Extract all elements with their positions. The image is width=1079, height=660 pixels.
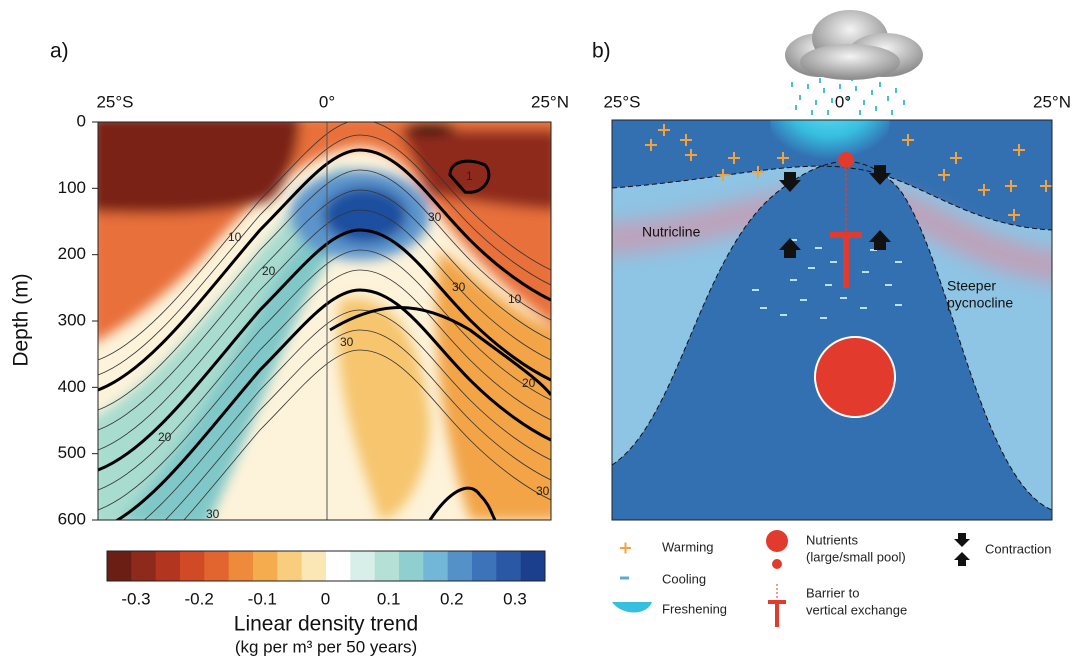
colorbar-cell (253, 551, 278, 581)
schematic (612, 120, 1052, 520)
nutricline-label: Nutricline (642, 224, 701, 240)
legend-label: vertical exchange (806, 602, 907, 617)
heatmap (98, 122, 551, 520)
colorbar-tick-label: 0.2 (440, 589, 464, 608)
colorbar-cell (301, 551, 327, 581)
y-tick-label: 100 (58, 178, 86, 197)
contour-label: 30 (536, 484, 550, 498)
colorbar-cell (472, 551, 497, 581)
x-tick-label: 25°S (603, 92, 640, 111)
colorbar-frame (106, 550, 546, 582)
legend-label: Barrier to (806, 585, 859, 600)
colorbar-cell (155, 551, 181, 581)
colorbar-cell (496, 551, 522, 581)
contour-label: 30 (452, 280, 466, 294)
pycnocline-label: pycnocline (947, 295, 1013, 311)
colorbar-cell (131, 551, 157, 581)
contour-label: 10 (228, 230, 242, 244)
contour-label: 20 (522, 376, 536, 390)
colorbar-cell (107, 551, 132, 581)
colorbar-cell (326, 551, 351, 581)
contour-label: 1 (466, 169, 473, 183)
colorbar-cell (520, 551, 546, 581)
legend-label: Nutrients (806, 532, 859, 547)
colorbar-cell (374, 551, 400, 581)
colorbar-tick-label: -0.1 (248, 589, 277, 608)
colorbar-cell (180, 551, 205, 581)
legend-label: Cooling (662, 571, 706, 586)
pycnocline-label: Steeper (947, 278, 996, 294)
x-tick-label: 0° (835, 92, 851, 111)
plot-frame (611, 119, 1053, 521)
contour-label: 20 (262, 264, 276, 278)
y-tick-label: 600 (58, 509, 86, 528)
y-tick-label: 400 (58, 377, 86, 396)
colorbar-tick-label: 0.1 (377, 589, 401, 608)
y-tick-label: 0 (77, 111, 86, 130)
colorbar-cell (228, 551, 254, 581)
contour-label: 30 (206, 507, 220, 521)
colorbar-title: Linear density trend (234, 613, 418, 636)
colorbar-units: (kg per m³ per 50 years) (235, 637, 417, 656)
contour-label: 30 (340, 335, 354, 349)
x-tick-label: 25°N (1033, 92, 1071, 111)
x-tick-label: 0° (319, 92, 335, 111)
y-tick-label: 300 (58, 310, 86, 329)
panel-label: a) (50, 40, 69, 63)
colorbar-cell (447, 551, 473, 581)
legend-label: Warming (662, 539, 714, 554)
legend-label: Contraction (985, 541, 1051, 556)
colorbar-cell (350, 551, 376, 581)
colorbar-cell (399, 551, 424, 581)
colorbar-cell (423, 551, 449, 581)
legend-label: (large/small pool) (806, 549, 906, 564)
x-tick-label: 25°N (531, 92, 569, 111)
x-tick-label: 25°S (96, 92, 133, 111)
legend-label: Freshening (662, 601, 727, 616)
colorbar-tick-label: 0.3 (503, 589, 527, 608)
y-tick-label: 200 (58, 244, 86, 263)
colorbar-cell (277, 551, 303, 581)
contour-label: 10 (508, 292, 522, 306)
y-tick-label: 500 (58, 443, 86, 462)
colorbar-cell (204, 551, 230, 581)
panel-label: b) (592, 40, 611, 63)
legend: Warming Cooling Freshening Nutrients (la… (612, 530, 1051, 627)
colorbar-tick-label: -0.2 (185, 589, 214, 608)
contour-label: 20 (158, 430, 172, 444)
colorbar-tick-label: -0.3 (121, 589, 150, 608)
contour-label: 30 (428, 210, 442, 224)
y-axis-label: Depth (m) (10, 273, 33, 366)
contour-labels: 10 20 30 30 10 20 30 20 30 30 1 (158, 169, 550, 521)
cloud (785, 10, 923, 115)
colorbar-tick-label: 0 (321, 589, 330, 608)
